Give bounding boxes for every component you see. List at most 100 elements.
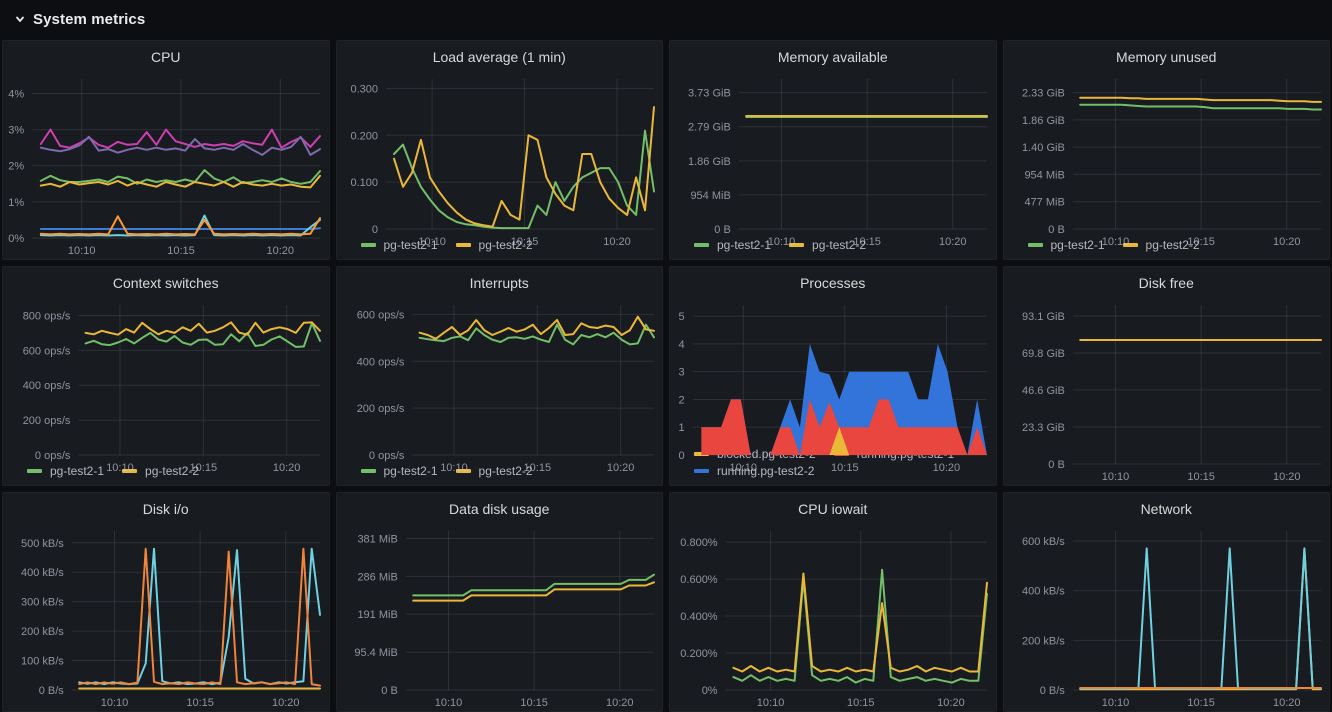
section-header-system-metrics[interactable]: System metrics	[0, 0, 1332, 38]
panel-title-disk-io[interactable]: Disk i/o	[142, 501, 189, 517]
chart-data-disk-usage[interactable]: 10:10 10:15 10:20 0 B 95.4 MiB 191 MiB 286 MiB…	[337, 521, 663, 711]
legend-item[interactable]: pg-test2-2	[1122, 238, 1200, 252]
panel-title-data-disk-usage[interactable]: Data disk usage	[449, 501, 550, 517]
panel-disk-io: Disk i/o 10:10 10:15 10:20 0 B/s 100 kB/s 200…	[2, 492, 330, 712]
panel-title-processes[interactable]: Processes	[800, 275, 866, 291]
panel-title-interrupts[interactable]: Interrupts	[469, 275, 529, 291]
legend-label: pg-test2-2	[478, 464, 533, 478]
legend-label: pg-test2-2	[1145, 238, 1200, 252]
chart-memory-available[interactable]: 10:10 10:15 10:20 0 B 954 MiB 1.86 GiB 2.79 Gi…	[670, 69, 996, 248]
svg-text:10:20: 10:20	[603, 236, 631, 248]
svg-text:200 kB/s: 200 kB/s	[21, 626, 64, 638]
panel-title-memory-unused[interactable]: Memory unused	[1116, 49, 1217, 65]
legend-label: pg-test2-1	[383, 464, 438, 478]
panel-memory-available: Memory available 10:10 10:15 10:20 0 B 954 M…	[669, 40, 997, 260]
svg-text:10:15: 10:15	[831, 462, 859, 474]
svg-text:0 B: 0 B	[381, 685, 398, 697]
legend-label: pg-test2-1	[50, 464, 105, 478]
svg-text:0.100: 0.100	[350, 177, 378, 189]
legend-swatch	[1027, 243, 1043, 247]
svg-text:1: 1	[678, 422, 684, 434]
panel-network: Network 10:10 10:15 10:20 0 B/s 200 kB/s 400 …	[1002, 492, 1330, 712]
legend-item[interactable]: pg-test2-2	[122, 464, 199, 478]
legend-label: pg-test2-2	[478, 238, 533, 252]
legend-item[interactable]: pg-test2-2	[789, 238, 866, 252]
svg-text:0 B/s: 0 B/s	[1039, 685, 1065, 697]
svg-text:954 MiB: 954 MiB	[690, 190, 730, 202]
panel-title-network[interactable]: Network	[1140, 501, 1192, 517]
legend-item[interactable]: running.pg-test2-2	[694, 464, 814, 478]
chart-network[interactable]: 10:10 10:15 10:20 0 B/s 200 kB/s 400 kB/s 600 …	[1004, 521, 1330, 711]
svg-text:477 MiB: 477 MiB	[1024, 197, 1064, 209]
svg-text:1%: 1%	[8, 197, 24, 209]
chart-disk-free[interactable]: 10:10 10:15 10:20 0 B 23.3 GiB 46.6 GiB 69.8 G…	[1004, 295, 1330, 485]
legend-item[interactable]: pg-test2-1	[360, 464, 438, 478]
legend-item[interactable]: pg-test2-2	[455, 238, 533, 252]
legend-swatch	[122, 469, 138, 473]
svg-text:10:15: 10:15	[1187, 471, 1215, 483]
svg-text:400 ops/s: 400 ops/s	[23, 380, 71, 392]
legend-item[interactable]: pg-test2-1	[1027, 238, 1105, 252]
svg-text:600 ops/s: 600 ops/s	[356, 309, 404, 321]
panel-title-memory-available[interactable]: Memory available	[777, 49, 888, 65]
svg-text:2%: 2%	[8, 161, 24, 173]
svg-text:3.73 GiB: 3.73 GiB	[688, 88, 731, 100]
svg-text:0 B: 0 B	[1048, 224, 1065, 236]
chart-cpu-iowait[interactable]: 10:10 10:15 10:20 0% 0.200% 0.400% 0.600% 0.800…	[670, 521, 996, 711]
legend-swatch	[360, 243, 376, 247]
svg-text:10:20: 10:20	[606, 462, 634, 474]
svg-text:0.300: 0.300	[350, 83, 378, 95]
svg-text:0 ops/s: 0 ops/s	[35, 450, 71, 462]
svg-text:10:20: 10:20	[933, 462, 961, 474]
panel-title-cpu-iowait[interactable]: CPU iowait	[798, 501, 868, 517]
svg-text:1.86 GiB: 1.86 GiB	[1021, 115, 1064, 127]
svg-text:0.400%: 0.400%	[680, 611, 718, 623]
svg-text:0.600%: 0.600%	[680, 574, 718, 586]
chart-processes[interactable]: 10:10 10:15 10:20 0 1 2 3 4 5	[670, 295, 996, 474]
chart-load-average[interactable]: 10:10 10:15 10:20 0 0.100 0.200 0.300	[337, 69, 663, 248]
svg-text:93.1 GiB: 93.1 GiB	[1021, 311, 1064, 323]
legend-swatch	[27, 469, 42, 473]
svg-text:10:10: 10:10	[1101, 236, 1129, 248]
chart-cpu[interactable]: 10:10 10:15 10:20 0% 1% 2% 3% 4%	[3, 69, 329, 259]
svg-text:10:20: 10:20	[273, 462, 301, 474]
svg-text:10:15: 10:15	[523, 462, 551, 474]
chart-disk-io[interactable]: 10:10 10:15 10:20 0 B/s 100 kB/s 200 kB/s 300 …	[3, 521, 329, 711]
chart-interrupts[interactable]: 10:10 10:15 10:20 0 ops/s 200 ops/s 400 ops/s…	[337, 295, 663, 474]
panel-title-load-average[interactable]: Load average (1 min)	[432, 49, 566, 65]
legend-swatch	[360, 469, 376, 473]
legend-interrupts: pg-test2-1 pg-test2-2	[337, 462, 663, 485]
legend-label: pg-test2-1	[383, 238, 438, 252]
svg-text:10:15: 10:15	[190, 462, 218, 474]
legend-item[interactable]: pg-test2-1	[694, 238, 771, 252]
svg-text:10:10: 10:10	[101, 697, 129, 709]
svg-text:4%: 4%	[8, 88, 24, 100]
panel-title-cpu[interactable]: CPU	[150, 49, 181, 65]
legend-label: pg-test2-1	[717, 238, 772, 252]
legend-item[interactable]: pg-test2-1	[27, 464, 104, 478]
chart-memory-unused[interactable]: 10:10 10:15 10:20 0 B 477 MiB 954 MiB 1.40 GiB…	[1004, 69, 1330, 248]
chart-context-switches[interactable]: 10:10 10:15 10:20 0 ops/s 200 ops/s 400 ops/s…	[3, 295, 329, 474]
legend-label: pg-test2-2	[145, 464, 200, 478]
legend-swatch	[694, 469, 709, 473]
legend-swatch	[455, 243, 471, 247]
svg-text:191 MiB: 191 MiB	[357, 609, 397, 621]
panel-title-context-switches[interactable]: Context switches	[112, 275, 219, 291]
panel-context-switches: Context switches 10:10 10:15 10:20 0 ops/s 2…	[2, 266, 330, 486]
panel-title-disk-free[interactable]: Disk free	[1138, 275, 1194, 291]
legend-load-average: pg-test2-1 pg-test2-2	[337, 236, 663, 259]
legend-item[interactable]: pg-test2-1	[360, 238, 438, 252]
legend-swatch	[694, 243, 709, 247]
svg-text:10:10: 10:10	[768, 236, 796, 248]
svg-text:0: 0	[678, 450, 684, 462]
svg-text:3: 3	[678, 367, 684, 379]
legend-label: running.pg-test2-2	[717, 464, 815, 478]
svg-text:0 B/s: 0 B/s	[39, 685, 65, 697]
svg-text:10:15: 10:15	[1187, 236, 1215, 248]
svg-text:10:15: 10:15	[853, 236, 881, 248]
svg-text:10:20: 10:20	[605, 697, 633, 709]
svg-text:10:15: 10:15	[520, 697, 548, 709]
legend-item[interactable]: pg-test2-2	[455, 464, 533, 478]
svg-text:800 ops/s: 800 ops/s	[23, 310, 71, 322]
svg-text:0: 0	[371, 224, 377, 236]
